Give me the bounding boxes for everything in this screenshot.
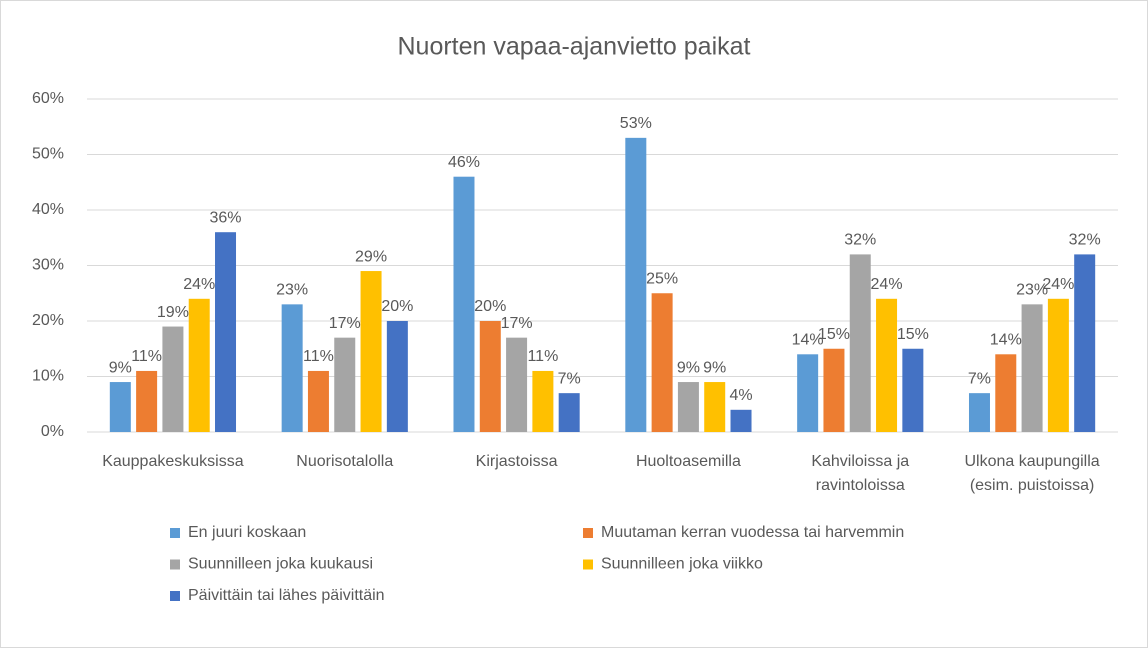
- data-label: 24%: [183, 276, 215, 293]
- legend-swatch: [583, 528, 593, 538]
- x-tick-label: Ulkona kaupungilla (esim. puistoissa): [964, 453, 1100, 494]
- data-label: 11%: [527, 348, 558, 365]
- data-label: 9%: [677, 359, 700, 376]
- x-tick-label: Kirjastoissa: [475, 453, 558, 470]
- data-label: 4%: [729, 387, 752, 404]
- bar: [1074, 254, 1096, 432]
- bar: [849, 254, 871, 432]
- legend-label: Suunnilleen joka kuukausi: [188, 556, 373, 573]
- legend-swatch: [170, 559, 180, 570]
- data-label: 20%: [381, 298, 413, 315]
- data-label: 14%: [792, 332, 824, 349]
- chart-title: Nuorten vapaa-ajanvietto paikat: [397, 33, 750, 61]
- bar: [1047, 298, 1069, 432]
- data-label: 17%: [501, 315, 533, 332]
- bar: [823, 348, 845, 432]
- legend-swatch: [170, 591, 180, 601]
- data-label: 9%: [703, 359, 726, 376]
- y-tick-label: 20%: [32, 312, 64, 329]
- data-label: 14%: [990, 332, 1022, 349]
- data-label: 53%: [620, 115, 652, 132]
- data-label: 9%: [109, 359, 132, 376]
- legend-label: En juuri koskaan: [188, 524, 306, 541]
- data-label: 32%: [844, 232, 876, 249]
- bar: [386, 321, 408, 432]
- bar: [902, 348, 924, 432]
- data-label: 29%: [355, 248, 387, 265]
- data-label: 15%: [897, 326, 929, 343]
- y-tick-label: 50%: [32, 146, 64, 163]
- y-tick-label: 10%: [32, 368, 64, 385]
- bar: [215, 232, 237, 432]
- x-tick-label: Huoltoasemilla: [635, 453, 741, 470]
- bar: [360, 271, 382, 432]
- data-label: 46%: [448, 154, 480, 171]
- legend-swatch: [170, 528, 180, 538]
- bar: [453, 176, 475, 432]
- bar: [307, 370, 329, 432]
- bar: [109, 382, 131, 432]
- data-label: 24%: [1042, 276, 1074, 293]
- data-label: 23%: [1016, 282, 1048, 299]
- bar: [651, 293, 673, 432]
- bar: [677, 382, 699, 432]
- data-label: 32%: [1069, 232, 1101, 249]
- bar: [334, 337, 356, 432]
- y-tick-label: 30%: [32, 257, 64, 274]
- bar: [995, 354, 1017, 432]
- bar: [968, 393, 990, 432]
- bar: [704, 382, 726, 432]
- y-tick-label: 0%: [41, 423, 64, 440]
- data-label: 15%: [818, 326, 850, 343]
- data-label: 7%: [968, 370, 991, 387]
- data-label: 11%: [131, 348, 162, 365]
- data-label: 19%: [157, 304, 189, 321]
- x-tick-label: Nuorisotalolla: [296, 453, 394, 470]
- bar: [479, 321, 501, 432]
- data-label: 17%: [329, 315, 361, 332]
- bar: [136, 370, 158, 432]
- legend-label: Päivittäin tai lähes päivittäin: [188, 587, 385, 604]
- bar: [797, 354, 819, 432]
- x-tick-label: Kahviloissa ja ravintoloissa: [811, 453, 910, 494]
- legend-label: Muutaman kerran vuodessa tai harvemmin: [601, 524, 904, 541]
- legend-label: Suunnilleen joka viikko: [601, 556, 763, 573]
- data-label: 20%: [474, 298, 506, 315]
- data-label: 36%: [210, 209, 242, 226]
- data-label: 7%: [558, 370, 581, 387]
- bar: [532, 370, 554, 432]
- bar: [625, 137, 647, 432]
- bar: [162, 326, 184, 432]
- bar: [876, 298, 898, 432]
- y-tick-label: 40%: [32, 201, 64, 218]
- data-label: 23%: [276, 282, 308, 299]
- bar: [188, 298, 210, 432]
- bar: [558, 393, 580, 432]
- bar: [506, 337, 528, 432]
- bar: [281, 304, 303, 432]
- bar: [730, 409, 752, 432]
- data-label: 11%: [303, 348, 334, 365]
- bar: [1021, 304, 1043, 432]
- data-label: 25%: [646, 270, 678, 287]
- legend-swatch: [583, 559, 593, 570]
- data-label: 24%: [871, 276, 903, 293]
- x-tick-label: Kauppakeskuksissa: [102, 453, 244, 470]
- y-tick-label: 60%: [32, 90, 64, 107]
